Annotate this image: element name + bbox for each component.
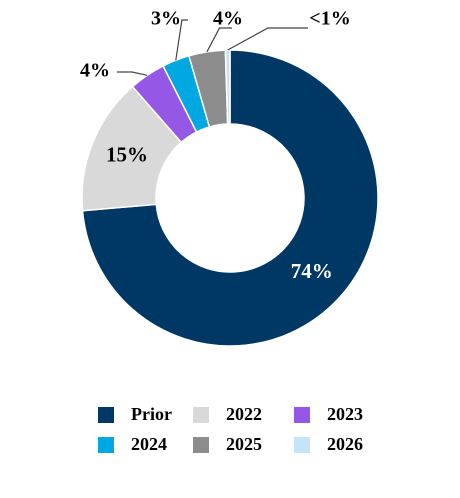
- legend-label: 2024: [131, 434, 167, 454]
- data-label: 4%: [80, 60, 110, 82]
- legend-swatch: [98, 407, 114, 423]
- donut-slice: [81, 49, 379, 347]
- legend-swatch: [294, 437, 310, 453]
- data-label: 3%: [151, 8, 181, 30]
- legend-swatch: [193, 437, 209, 453]
- legend-label: 2022: [226, 404, 262, 424]
- data-label: 15%: [106, 142, 148, 166]
- legend-swatch: [98, 437, 114, 453]
- leader-line: [117, 71, 148, 76]
- legend-swatch: [294, 407, 310, 423]
- leader-line: [175, 19, 188, 61]
- data-label: <1%: [309, 8, 350, 30]
- legend-label: 2025: [226, 434, 262, 454]
- donut-slice: [224, 49, 231, 125]
- legend-label: 2026: [327, 434, 363, 454]
- data-label: 74%: [291, 259, 333, 283]
- legend-label: 2023: [327, 404, 363, 424]
- legend-label: Prior: [131, 404, 172, 424]
- legend-swatch: [193, 407, 209, 423]
- data-label: 4%: [213, 8, 243, 30]
- leader-line: [206, 27, 232, 53]
- leader-line: [227, 27, 308, 51]
